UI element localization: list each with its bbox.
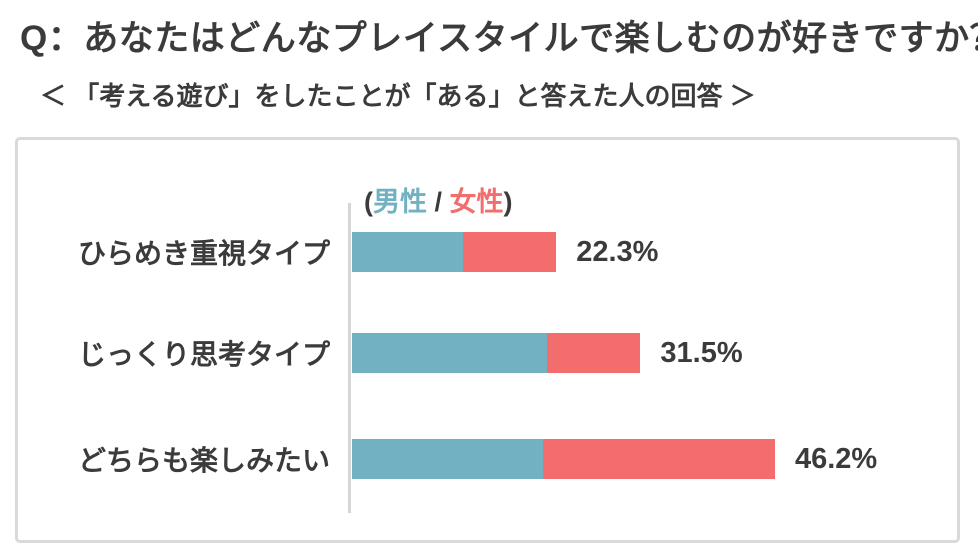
chart-panel: (男性 / 女性) ひらめき重視タイプ 22.3% じっくり思考タイプ 31.5… [15,137,960,543]
value-label: 31.5% [660,336,743,369]
chart-row: じっくり思考タイプ 31.5% [18,333,957,373]
category-label: ひらめき重視タイプ [77,238,330,269]
legend-female-label: 女性 [449,187,504,217]
category-label: じっくり思考タイプ [77,339,330,370]
bar-segment-male [352,333,547,373]
page-subtitle: ＜ 「考える遊び」をしたことが「ある」と答えた人の回答 ＞ [40,81,756,111]
stacked-bar [352,232,557,272]
legend: (男性 / 女性) [364,180,513,219]
bar-segment-male [352,439,544,479]
bar-segment-female [462,232,557,272]
stacked-bar [352,333,641,373]
legend-separator: / [427,187,450,217]
category-label: どちらも楽しみたい [77,445,330,476]
stacked-bar [352,439,775,479]
bar-segment-male [352,232,463,272]
value-label: 22.3% [576,235,659,268]
chart-axis-line [348,203,351,513]
legend-male-label: 男性 [373,187,427,217]
page-title: Q：あなたはどんなプレイスタイルで楽しむのが好きですか？ [20,19,978,58]
legend-open-paren: ( [364,187,373,217]
legend-close-paren: ) [503,187,513,217]
bar-segment-female [543,439,775,479]
chart-row: どちらも楽しみたい 46.2% [18,439,957,479]
bar-segment-female [547,333,641,373]
value-label: 46.2% [794,442,878,475]
chart-row: ひらめき重視タイプ 22.3% [18,232,957,272]
